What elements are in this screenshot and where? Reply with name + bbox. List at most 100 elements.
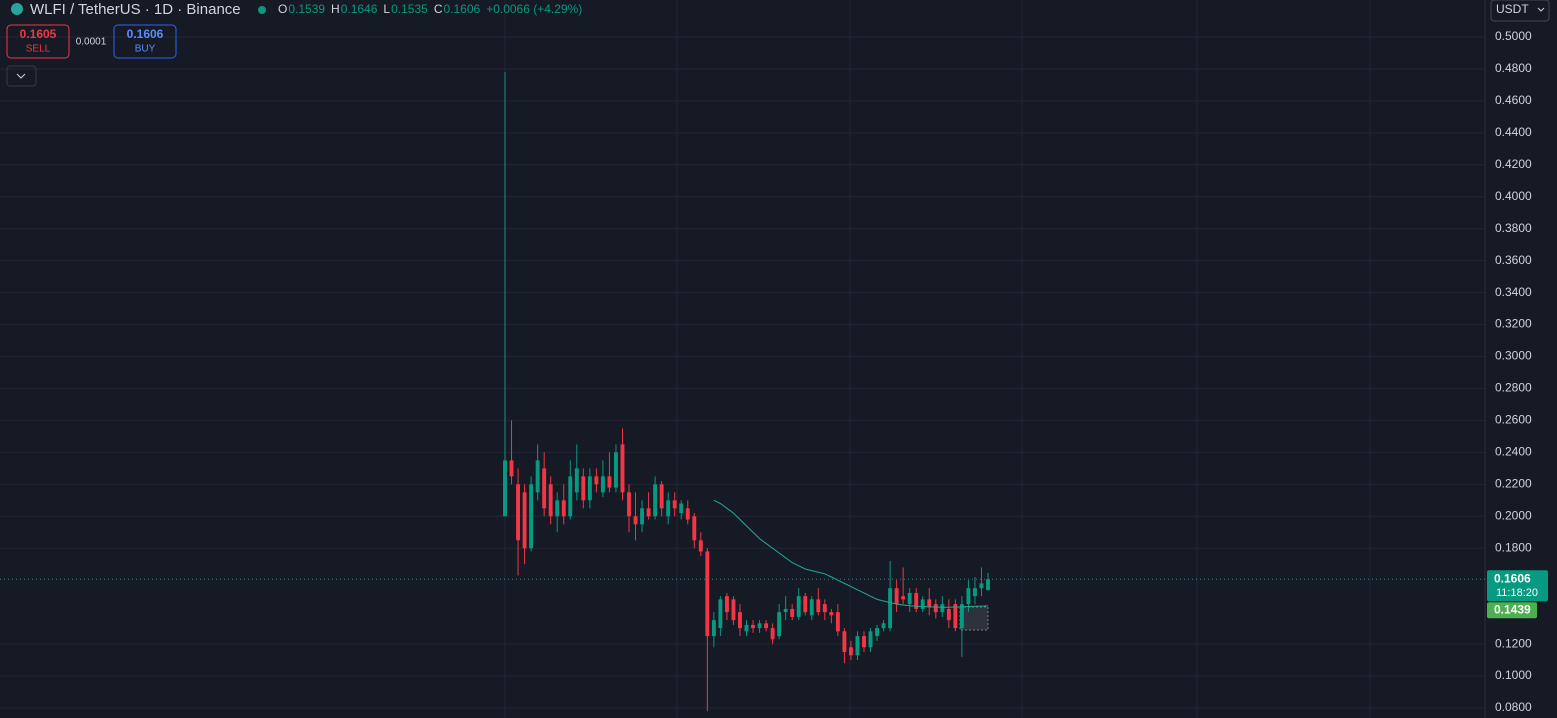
y-tick-label: 0.3600	[1495, 253, 1532, 267]
candle-body	[986, 579, 990, 590]
candle-body	[972, 588, 977, 597]
candle-body	[509, 460, 514, 477]
symbol: WLFI / TetherUS · 1D · Binance	[30, 1, 241, 18]
candle-body	[659, 484, 664, 509]
candle-body	[751, 624, 755, 629]
candle-body	[822, 604, 827, 613]
candle-body	[757, 623, 762, 629]
legend-key: L	[383, 2, 390, 16]
y-tick-label: 0.1800	[1495, 540, 1532, 554]
candle-body	[574, 468, 579, 493]
y-tick-label: 0.2200	[1495, 477, 1532, 491]
candle-body	[835, 612, 840, 632]
candle-body	[829, 612, 834, 616]
candle-body	[744, 624, 749, 632]
sell-button[interactable]	[6, 24, 70, 59]
candle-body	[705, 551, 710, 637]
candle-body	[627, 492, 631, 517]
candle-body	[581, 476, 586, 501]
candle-body	[718, 599, 723, 629]
candle-body	[692, 516, 697, 541]
currency: USDT	[1496, 2, 1529, 16]
legend-value: 0.1535	[391, 2, 428, 16]
candle-body	[868, 631, 873, 648]
time-grid	[504, 0, 1371, 718]
candle-body	[966, 588, 971, 605]
legend-value: 0.1606	[443, 2, 480, 16]
y-tick-label: 0.2800	[1495, 381, 1532, 395]
candle-body	[809, 599, 814, 616]
candle-body	[933, 604, 938, 613]
candle-body	[959, 604, 964, 629]
y-tick-label: 0.3400	[1495, 285, 1532, 299]
candle-body	[666, 500, 671, 517]
y-tick-label: 0.2400	[1495, 445, 1532, 459]
buy-button[interactable]	[113, 24, 177, 59]
legend-key: H	[331, 2, 340, 16]
candle-body	[875, 628, 879, 637]
candle-body	[607, 476, 612, 488]
candle-body	[914, 592, 919, 609]
candle-body	[848, 647, 853, 656]
candle-body	[738, 612, 742, 629]
candle-body	[587, 476, 592, 501]
candle-body	[640, 508, 645, 525]
buy-price: 0.1606	[127, 27, 164, 41]
candle-body	[790, 608, 795, 617]
candle-body	[920, 599, 925, 609]
candle-body	[646, 508, 651, 517]
y-tick-label: 0.4400	[1495, 125, 1532, 139]
candle-body	[561, 500, 566, 517]
candle-body	[548, 484, 553, 517]
currency-button[interactable]	[1490, 0, 1550, 22]
y-tick-label: 0.3200	[1495, 317, 1532, 331]
candle-body	[777, 612, 782, 637]
last-price-tag	[1487, 570, 1548, 602]
candle-body	[927, 599, 932, 608]
y-tick-label: 0.4000	[1495, 189, 1532, 203]
candle-body	[594, 476, 599, 485]
candle-body	[796, 596, 801, 617]
y-tick-label: 0.2000	[1495, 508, 1532, 522]
candle-body	[522, 492, 527, 549]
candle-body	[953, 604, 958, 629]
candle-body	[862, 636, 866, 648]
candle-body	[842, 631, 847, 653]
candle-body	[894, 588, 899, 605]
symbol-icon	[11, 3, 23, 15]
candle-body	[816, 599, 821, 613]
candle-body	[907, 592, 912, 605]
candle-body	[535, 460, 540, 493]
y-tick-label: 0.4800	[1495, 61, 1532, 75]
chevron	[16, 73, 26, 79]
candle-body	[855, 636, 860, 656]
y-tick-label: 0.3000	[1495, 349, 1532, 363]
candle-body	[888, 588, 893, 629]
spread: 0.0001	[76, 37, 107, 48]
candle-body	[770, 628, 775, 640]
sell-price: 0.1605	[20, 27, 57, 41]
candle-body	[685, 508, 690, 520]
legend-key: C	[434, 2, 443, 16]
legend-key: O	[278, 2, 287, 16]
y-tick-label: 0.1000	[1495, 668, 1532, 682]
candle-body	[698, 540, 703, 552]
candle-body	[568, 476, 573, 517]
candle-body	[542, 468, 547, 509]
last-price-label: 0.1606	[1494, 571, 1531, 585]
legend-value: 0.1646	[341, 2, 378, 16]
candle-body	[516, 484, 521, 541]
sell-label: SELL	[26, 44, 51, 55]
chevron	[1537, 7, 1545, 12]
candle-body	[614, 452, 618, 488]
ma-label: 0.1439	[1494, 602, 1531, 616]
status-dot	[258, 6, 266, 14]
candle-body	[555, 500, 560, 517]
candle-body	[731, 599, 736, 621]
collapse-button[interactable]	[6, 65, 37, 87]
candle-body	[901, 596, 906, 600]
candle-body	[679, 503, 684, 514]
